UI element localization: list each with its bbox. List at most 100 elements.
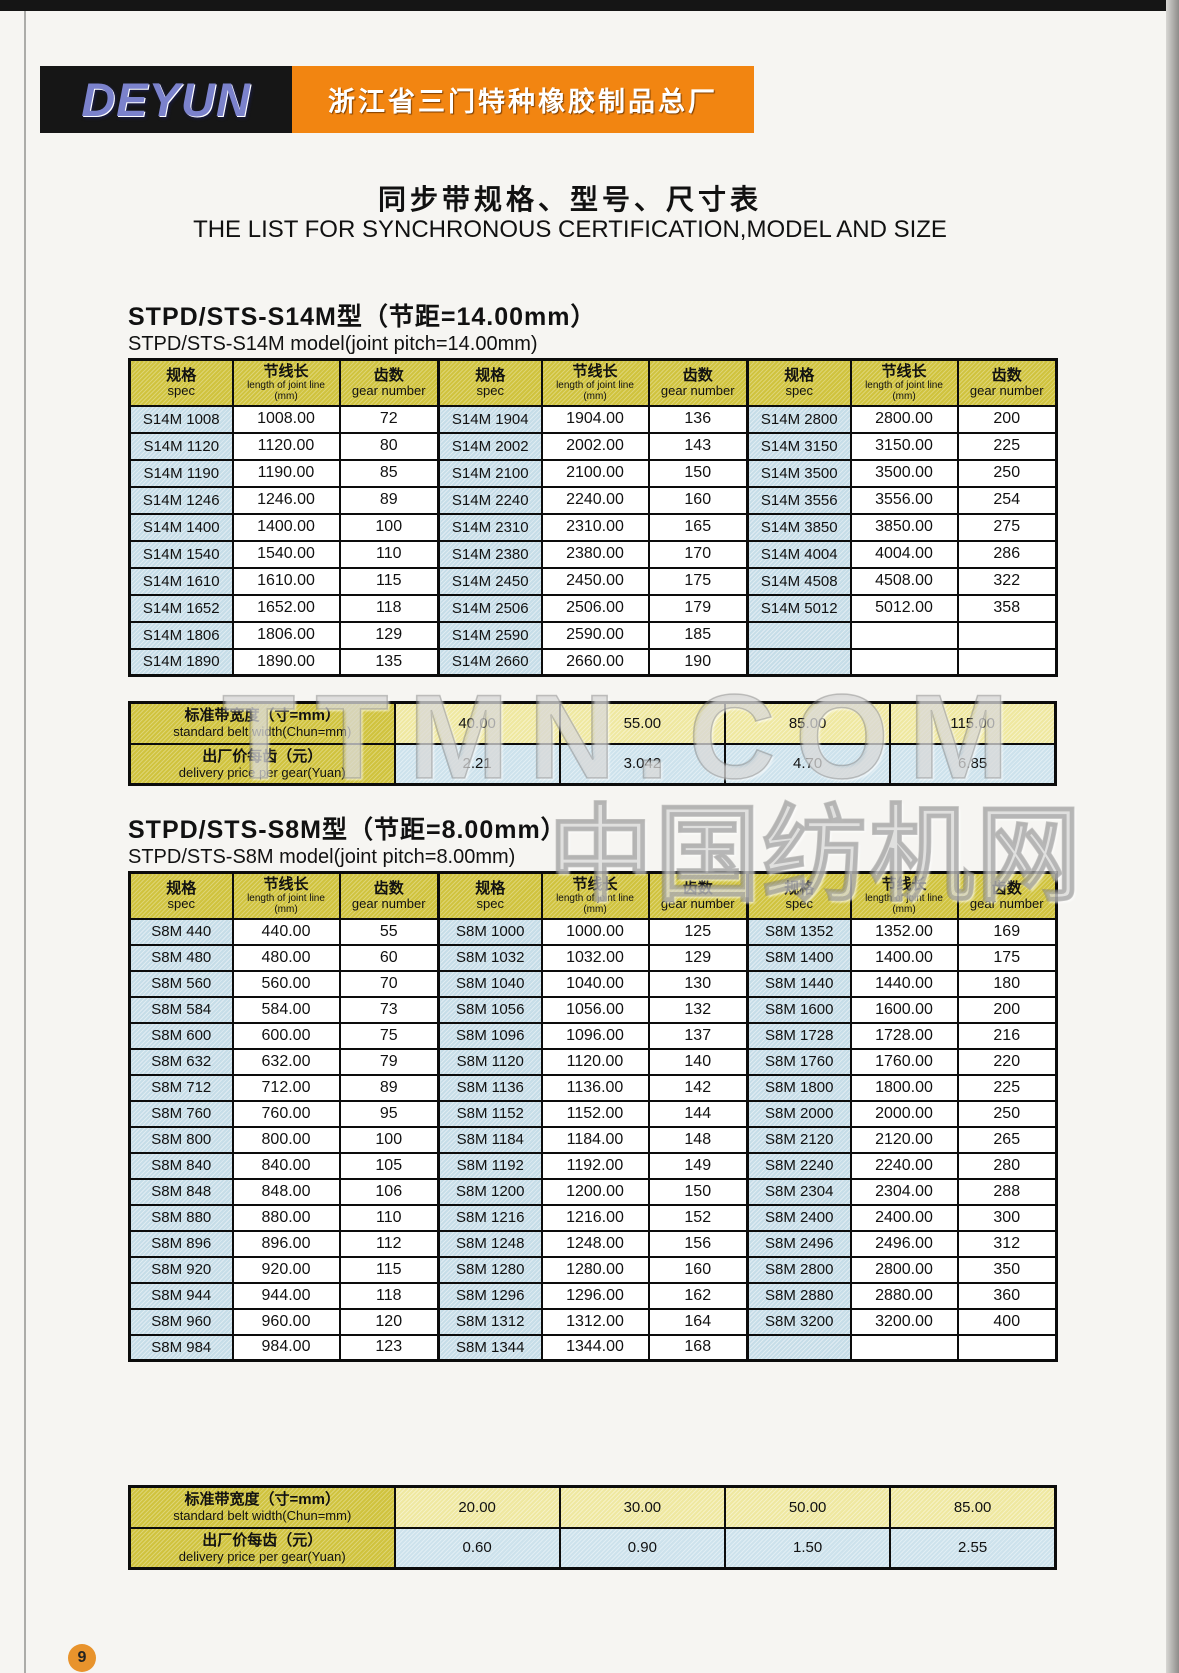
length-cell: 1800.00 <box>849 1073 959 1102</box>
gear-cell: 200 <box>956 404 1058 434</box>
spec-cell <box>746 1333 852 1362</box>
gear-cell: 110 <box>338 539 440 569</box>
length-cell: 584.00 <box>231 995 341 1024</box>
spec-cell: S14M 1400 <box>128 512 234 542</box>
gear-cell: 148 <box>647 1125 749 1154</box>
price-per-gear-value: 3.042 <box>558 742 727 786</box>
spec-cell: S14M 1890 <box>128 647 234 677</box>
col-header-spec: 规格 spec <box>437 358 543 407</box>
spec-cell: S14M 2100 <box>437 458 543 488</box>
spec-cell: S14M 1190 <box>128 458 234 488</box>
table-row: S8M 840 840.00 105 S8M 1192 1192.00 149 S8M 22… <box>128 1151 1058 1180</box>
spec-cell: S8M 2400 <box>746 1203 852 1232</box>
length-cell: 2506.00 <box>540 593 650 623</box>
gear-cell: 170 <box>647 539 749 569</box>
length-cell: 1184.00 <box>540 1125 650 1154</box>
table-row: S14M 1806 1806.00 129 S14M 2590 2590.00 185 <box>128 620 1058 650</box>
page-title-en: THE LIST FOR SYNCHRONOUS CERTIFICATION,M… <box>193 216 947 243</box>
gear-cell: 72 <box>338 404 440 434</box>
spec-cell: S8M 1000 <box>437 917 543 946</box>
col-header-len: 节线长 length of joint line (mm) <box>540 871 650 920</box>
length-cell: 1120.00 <box>231 431 341 461</box>
gear-cell: 168 <box>647 1333 749 1362</box>
length-cell: 1056.00 <box>540 995 650 1024</box>
length-cell: 2450.00 <box>540 566 650 596</box>
table-row: S8M 896 896.00 112 S8M 1248 1248.00 156 S8M 24… <box>128 1229 1058 1258</box>
length-cell: 1440.00 <box>849 969 959 998</box>
spec-cell: S8M 848 <box>128 1177 234 1206</box>
gear-cell: 144 <box>647 1099 749 1128</box>
gear-cell: 175 <box>956 943 1058 972</box>
length-cell: 2400.00 <box>849 1203 959 1232</box>
length-cell: 1760.00 <box>849 1047 959 1076</box>
spec-cell: S8M 3200 <box>746 1307 852 1336</box>
spec-cell: S8M 1152 <box>437 1099 543 1128</box>
length-cell: 632.00 <box>231 1047 341 1076</box>
length-cell: 760.00 <box>231 1099 341 1128</box>
length-cell: 1246.00 <box>231 485 341 515</box>
table-row: S8M 960 960.00 120 S8M 1312 1312.00 164 S8M 32… <box>128 1307 1058 1336</box>
scan-edge-right <box>1166 0 1179 1673</box>
page-title-cn: 同步带规格、型号、尺寸表 <box>377 184 762 215</box>
table-row: S8M 984 984.00 123 S8M 1344 1344.00 168 <box>128 1333 1058 1362</box>
gear-cell: 150 <box>647 458 749 488</box>
col-header-gear: 齿数 gear number <box>956 358 1058 407</box>
price-per-gear-value: 2.21 <box>393 742 561 786</box>
col-header-len: 节线长 length of joint line (mm) <box>231 871 341 920</box>
spec-cell: S8M 896 <box>128 1229 234 1258</box>
gear-cell: 89 <box>338 485 440 515</box>
length-cell: 712.00 <box>231 1073 341 1102</box>
length-cell: 2304.00 <box>849 1177 959 1206</box>
gear-cell: 106 <box>338 1177 440 1206</box>
length-cell: 1120.00 <box>540 1047 650 1076</box>
table-row: S14M 1120 1120.00 80 S14M 2002 2002.00 143 S14… <box>128 431 1058 461</box>
spec-cell: S14M 5012 <box>746 593 852 623</box>
gear-cell: 149 <box>647 1151 749 1180</box>
gear-cell: 162 <box>647 1281 749 1310</box>
length-cell: 1000.00 <box>540 917 650 946</box>
table-row: S8M 760 760.00 95 S8M 1152 1152.00 144 S8M 200… <box>128 1099 1058 1128</box>
belt-width-value: 85.00 <box>723 701 892 745</box>
s14m-spec-table: 规格 spec 节线长 length of joint line (mm) 齿数 gear … <box>128 358 1058 677</box>
spec-cell: S14M 1904 <box>437 404 543 434</box>
spec-cell: S8M 1216 <box>437 1203 543 1232</box>
spec-cell: S8M 1760 <box>746 1047 852 1076</box>
length-cell: 944.00 <box>231 1281 341 1310</box>
gear-cell: 358 <box>956 593 1058 623</box>
company-banner: 浙江省三门特种橡胶制品总厂 <box>292 66 754 133</box>
deyun-logo: DEYUN <box>40 66 292 133</box>
gear-cell: 95 <box>338 1099 440 1128</box>
length-cell: 800.00 <box>231 1125 341 1154</box>
gear-cell: 160 <box>647 485 749 515</box>
gear-cell: 200 <box>956 995 1058 1024</box>
length-cell: 960.00 <box>231 1307 341 1336</box>
spec-cell: S14M 3500 <box>746 458 852 488</box>
spec-cell: S8M 1032 <box>437 943 543 972</box>
gear-cell: 132 <box>647 995 749 1024</box>
price-row-label: 出厂价每齿（元） delivery price per gear(Yuan) <box>128 1526 396 1570</box>
table-row: S14M 1540 1540.00 110 S14M 2380 2380.00 170 S1… <box>128 539 1058 569</box>
gear-cell: 123 <box>338 1333 440 1362</box>
spec-cell: S14M 2380 <box>437 539 543 569</box>
spec-cell: S8M 480 <box>128 943 234 972</box>
gear-cell: 190 <box>647 647 749 677</box>
length-cell <box>849 620 959 650</box>
company-name: 浙江省三门特种橡胶制品总厂 <box>328 87 718 117</box>
table-row: S8M 944 944.00 118 S8M 1296 1296.00 162 S8M 28… <box>128 1281 1058 1310</box>
belt-width-value: 85.00 <box>889 1485 1057 1529</box>
spec-cell: S8M 2800 <box>746 1255 852 1284</box>
belt-width-value: 115.00 <box>889 701 1057 745</box>
spec-cell: S8M 1136 <box>437 1073 543 1102</box>
spec-cell: S14M 3850 <box>746 512 852 542</box>
table-row: S8M 480 480.00 60 S8M 1032 1032.00 129 S8M 140… <box>128 943 1058 972</box>
col-header-gear: 齿数 gear number <box>956 871 1058 920</box>
spec-cell: S8M 1440 <box>746 969 852 998</box>
length-cell: 840.00 <box>231 1151 341 1180</box>
length-cell <box>849 1333 959 1362</box>
s8m-spec-table: 规格 spec 节线长 length of joint line (mm) 齿数 gear … <box>128 871 1058 1362</box>
length-cell: 1200.00 <box>540 1177 650 1206</box>
gear-cell: 360 <box>956 1281 1058 1310</box>
table-row: S14M 1246 1246.00 89 S14M 2240 2240.00 160 S14… <box>128 485 1058 515</box>
table-row: S14M 1008 1008.00 72 S14M 1904 1904.00 136 S14… <box>128 404 1058 434</box>
spec-cell: S8M 1096 <box>437 1021 543 1050</box>
